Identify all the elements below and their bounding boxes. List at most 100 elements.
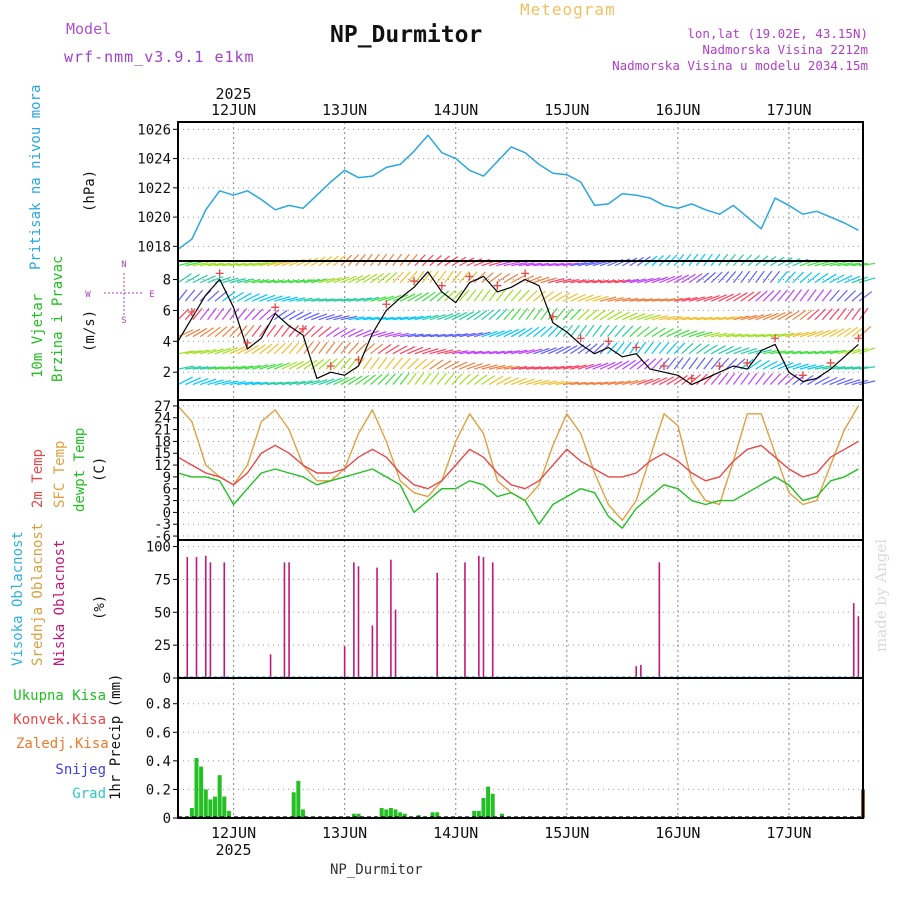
wind-barb: [184, 308, 196, 321]
wind-barb: [740, 372, 750, 385]
wind-barb: [695, 357, 706, 370]
wind-barb: [236, 308, 248, 321]
wind-barb: [436, 290, 450, 302]
wind-barb: [466, 258, 483, 267]
wind-gust-marker: [771, 334, 780, 343]
wind-barb: [829, 289, 840, 302]
wind-barb: [318, 358, 331, 370]
wind-barb: [333, 298, 350, 302]
year-label-bottom: 2025: [215, 841, 251, 859]
wind-barb: [244, 279, 261, 284]
wind-barb: [614, 380, 632, 386]
wind-barb: [488, 375, 504, 386]
wind-barb: [503, 261, 520, 267]
y-tick-label: 12: [154, 458, 171, 474]
wind-barb: [466, 350, 483, 355]
wind-barb: [496, 365, 513, 370]
wind-barb: [614, 297, 631, 302]
wind-barb: [555, 278, 572, 284]
wind-barb: [651, 315, 669, 321]
wind-barb: [792, 271, 804, 284]
wind-barb: [562, 381, 579, 386]
wind-barb: [733, 315, 750, 321]
wind-barb: [407, 271, 418, 284]
panel-frame: [177, 677, 864, 819]
wind-barb: [192, 274, 208, 284]
wind-barb: [296, 325, 307, 338]
wind-gust-marker: [854, 334, 863, 343]
wind-barb: [740, 348, 757, 355]
wind-gust-marker: [576, 334, 585, 343]
model-name: wrf-nmm_v3.9.1 e1km: [64, 48, 255, 66]
wind-barb: [458, 373, 471, 385]
x-tick-label-bottom: 15JUN: [544, 824, 589, 842]
wind-barb: [799, 272, 813, 284]
wind-barb: [451, 373, 463, 385]
wind-barb: [644, 341, 654, 355]
wind-barb: [859, 380, 876, 386]
wind-barb: [607, 297, 624, 302]
wind-barb: [732, 372, 743, 385]
wind-barb: [192, 377, 209, 386]
wind-barb: [414, 292, 430, 302]
wind-barb: [281, 279, 298, 284]
wind-barb: [296, 297, 313, 302]
wind-barb: [407, 358, 419, 370]
wind-barb: [555, 262, 572, 267]
wind-barb: [673, 342, 686, 355]
wind-barb: [577, 381, 594, 386]
wind-barb: [221, 307, 232, 321]
wind-barb: [192, 327, 208, 338]
y-tick-label: -6: [154, 529, 171, 545]
wind-barb: [199, 307, 210, 321]
wind-barb: [525, 307, 536, 321]
wind-barb: [274, 381, 291, 386]
wind-barb: [762, 360, 778, 370]
wind-barb: [444, 360, 460, 370]
y-tick-label: 2: [163, 365, 171, 381]
wind-barb: [622, 278, 639, 284]
wind-barb: [310, 341, 321, 355]
wind-barb: [762, 290, 775, 302]
wind-barb: [237, 365, 254, 370]
wind-barb: [666, 328, 682, 338]
wind-barb: [836, 349, 854, 355]
wind-barb: [844, 290, 856, 302]
wind-barb: [459, 332, 476, 338]
wind-barb: [444, 373, 455, 385]
wind-barb: [414, 315, 432, 321]
wind-barb: [859, 262, 876, 267]
wind-barb: [222, 366, 239, 370]
wind-barb: [481, 272, 494, 284]
y-tick-label: 25: [154, 638, 171, 654]
y-tick-label: 3: [163, 494, 171, 510]
wind-barb: [229, 325, 241, 338]
wind-barb: [814, 329, 831, 338]
wind-barb: [851, 379, 869, 386]
wind-gust-marker: [604, 337, 613, 346]
wind-barb: [244, 324, 255, 338]
y-tick-label: 1026: [137, 122, 171, 138]
wind-gust-marker: [243, 338, 252, 347]
wind-barb: [718, 357, 730, 370]
y-tick-label: 0: [163, 811, 171, 827]
precip-bar: [481, 798, 486, 818]
wind-barb: [600, 279, 616, 284]
wind-barb: [555, 325, 567, 338]
precip-bar: [430, 812, 435, 818]
wind-barb: [851, 366, 868, 370]
wind-barb: [473, 309, 488, 321]
wind-barb: [799, 309, 813, 321]
wind-barb: [459, 311, 475, 321]
wind-barb: [184, 289, 196, 302]
wind-barb: [473, 374, 488, 386]
wind-barb: [733, 333, 750, 338]
wind-barb: [651, 327, 666, 338]
wind-barb: [355, 316, 372, 321]
wind-barb: [370, 316, 387, 321]
wind-barb: [281, 310, 296, 321]
wind-barb: [659, 315, 676, 321]
wind-barb: [377, 357, 388, 370]
wind-barb: [229, 278, 246, 284]
wind-barb: [681, 330, 698, 338]
